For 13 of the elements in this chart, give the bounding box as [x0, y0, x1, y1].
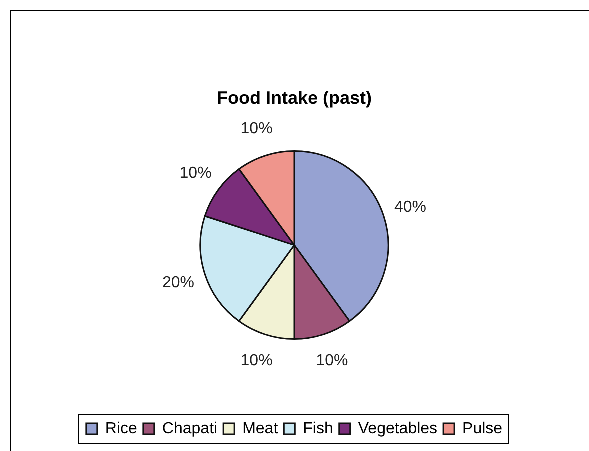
data-label: 40%: [394, 199, 427, 216]
legend-label: Chapati: [162, 420, 218, 438]
data-label: 10%: [180, 164, 212, 182]
chart-title: Food Intake (past): [216, 88, 372, 108]
data-label: 20%: [162, 274, 194, 292]
legend-label: Fish: [303, 420, 334, 438]
data-label: 10%: [240, 120, 273, 138]
legend-label: Pulse: [462, 420, 503, 438]
legend-label: Vegetables: [358, 420, 438, 438]
data-label: 10%: [316, 352, 348, 370]
data-label: 10%: [240, 352, 273, 370]
legend-label: Meat: [242, 420, 279, 438]
legend-label: Rice: [105, 420, 138, 438]
